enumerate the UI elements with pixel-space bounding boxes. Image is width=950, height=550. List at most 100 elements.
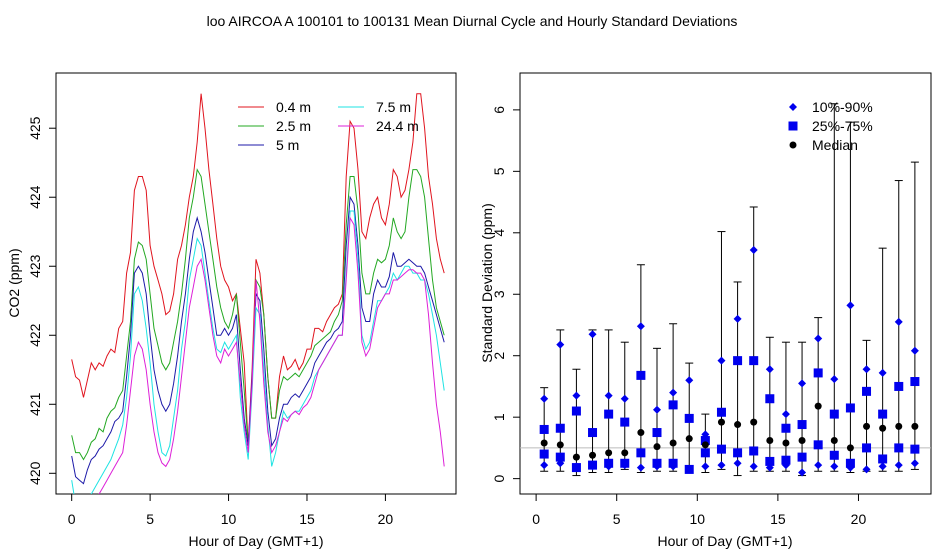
right-legend: 10%-90% 25%-75% Median [788, 99, 873, 153]
point-25-75 [878, 454, 888, 464]
left-y-tick-label: 423 [27, 254, 43, 278]
point-median [814, 402, 822, 410]
point-25-75 [700, 436, 710, 446]
left-series-lines [71, 93, 445, 494]
point-10-90 [894, 317, 903, 326]
right-y-tick-label: 0 [491, 475, 507, 483]
legend-label: Median [812, 137, 858, 153]
left-y-axis-label: CO2 (ppm) [6, 248, 22, 317]
point-10-90 [798, 379, 807, 388]
line-series-24-4-m [98, 216, 445, 494]
point-25-75 [781, 455, 791, 465]
point-median [589, 451, 597, 459]
point-10-90 [604, 391, 613, 400]
point-median [879, 424, 887, 432]
point-25-75 [620, 458, 630, 468]
point-25-75 [700, 448, 710, 458]
point-25-75 [539, 424, 549, 434]
point-25-75 [765, 456, 775, 466]
point-25-75 [636, 370, 646, 380]
legend-label: 24.4 m [376, 118, 419, 134]
point-25-75 [684, 413, 694, 423]
right-panel: 0 5 10 15 20 0 1 2 3 4 5 6 10%-90% 25%-75% Median Hou… [479, 72, 932, 549]
point-10-90 [798, 468, 807, 477]
point-25-75 [910, 444, 920, 454]
left-legend: 0.4 m 2.5 m 5 m 7.5 m 24.4 m [238, 99, 419, 153]
point-median [572, 453, 580, 461]
right-x-tick-label: 10 [690, 511, 706, 527]
right-y-tick-label: 6 [491, 106, 507, 114]
right-y-tick-label: 4 [491, 229, 507, 237]
legend-label: 2.5 m [276, 118, 311, 134]
left-x-axis-label: Hour of Day (GMT+1) [189, 533, 324, 549]
point-25-75 [781, 423, 791, 433]
point-25-75 [829, 450, 839, 460]
right-series-marks [539, 103, 920, 477]
left-y-tick-label: 421 [27, 392, 43, 416]
point-median [540, 439, 548, 447]
point-median [911, 422, 919, 430]
left-panel: 0 5 10 15 20 420 421 422 423 424 425 0.4 m 2.5 m 5 m… [6, 72, 457, 549]
point-25-75 [910, 377, 920, 387]
left-x-tick-label: 20 [378, 511, 394, 527]
point-25-75 [797, 452, 807, 462]
point-10-90 [765, 365, 774, 374]
left-x-tick-label: 15 [299, 511, 315, 527]
point-median [556, 441, 564, 449]
point-median [669, 439, 677, 447]
legend-marker-diamond [789, 103, 797, 111]
point-25-75 [571, 406, 581, 416]
point-25-75 [797, 420, 807, 430]
point-25-75 [555, 452, 565, 462]
point-25-75 [668, 458, 678, 468]
point-10-90 [910, 346, 919, 355]
right-x-tick-label: 20 [851, 511, 867, 527]
point-25-75 [862, 386, 872, 396]
point-25-75 [620, 417, 630, 427]
point-25-75 [749, 446, 759, 456]
point-25-75 [668, 400, 678, 410]
point-10-90 [814, 461, 823, 470]
point-25-75 [862, 443, 872, 453]
right-y-tick-label: 5 [491, 167, 507, 175]
legend-marker-square [788, 121, 798, 131]
point-median [863, 422, 871, 430]
point-25-75 [652, 458, 662, 468]
point-median [782, 439, 790, 447]
figure-title: loo AIRCOA A 100101 to 100131 Mean Diurn… [207, 13, 738, 29]
point-median [750, 418, 758, 426]
left-x-tick-label: 10 [221, 511, 237, 527]
point-median [637, 429, 645, 437]
line-series-0-4-m [71, 93, 445, 446]
point-10-90 [636, 322, 645, 331]
point-25-75 [604, 458, 614, 468]
point-25-75 [813, 440, 823, 450]
point-25-75 [829, 409, 839, 419]
left-plot-frame [55, 72, 457, 495]
right-y-tick-label: 3 [491, 290, 507, 298]
point-10-90 [878, 462, 887, 471]
point-10-90 [830, 462, 839, 471]
point-25-75 [588, 428, 598, 438]
point-median [605, 449, 613, 457]
point-25-75 [749, 356, 759, 366]
right-x-axis-label: Hour of Day (GMT+1) [658, 533, 793, 549]
point-25-75 [684, 464, 694, 474]
point-10-90 [862, 465, 871, 474]
legend-label: 25%-75% [812, 118, 873, 134]
point-median [798, 437, 806, 445]
point-median [717, 418, 725, 426]
point-10-90 [540, 394, 549, 403]
point-25-75 [733, 356, 743, 366]
right-plot-frame [519, 72, 932, 495]
point-10-90 [733, 314, 742, 323]
point-25-75 [845, 403, 855, 413]
point-10-90 [814, 334, 823, 343]
left-y-tick-label: 422 [27, 323, 43, 347]
point-10-90 [653, 405, 661, 414]
point-median [734, 421, 742, 429]
point-median [685, 435, 693, 443]
point-10-90 [910, 459, 919, 468]
point-10-90 [685, 376, 694, 385]
point-10-90 [894, 461, 903, 470]
